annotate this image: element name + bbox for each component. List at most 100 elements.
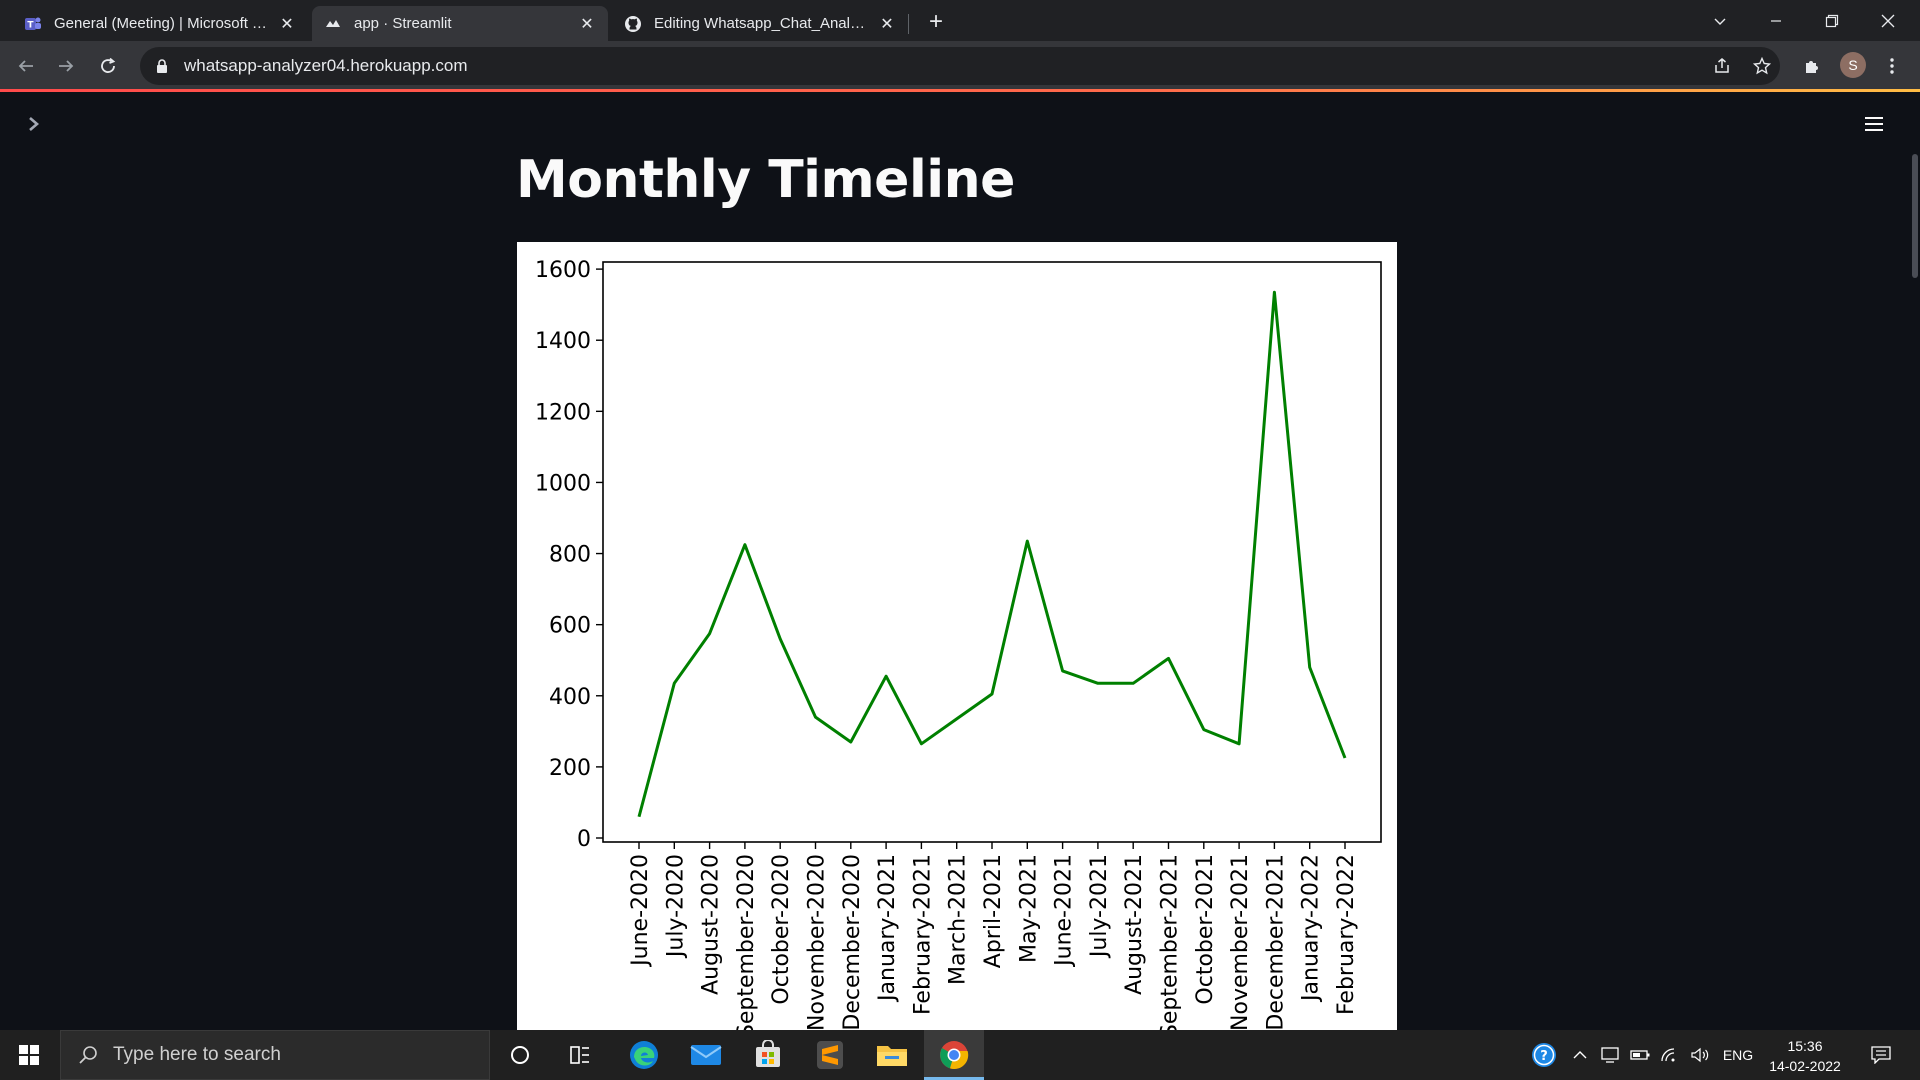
back-button[interactable]	[10, 50, 42, 82]
clock-time: 15:36	[1787, 1038, 1823, 1054]
chrome-icon	[940, 1041, 969, 1070]
wifi-icon	[1661, 1048, 1675, 1062]
browser-tab-bar: T General (Meeting) | Microsoft Teams ✕ …	[0, 0, 1920, 41]
y-tick-label: 200	[549, 756, 591, 781]
close-icon[interactable]: ✕	[280, 15, 294, 33]
main-menu-button[interactable]	[1862, 112, 1886, 136]
taskbar-clock[interactable]: 15:36 14-02-2022	[1760, 1036, 1850, 1076]
clock-date: 14-02-2022	[1769, 1058, 1841, 1074]
share-icon	[1715, 58, 1729, 73]
taskbar-mail[interactable]	[680, 1035, 732, 1075]
tab-teams[interactable]: T General (Meeting) | Microsoft Teams ✕	[12, 6, 308, 41]
x-tick-label: February-2021	[910, 854, 935, 1015]
svg-text:?: ?	[1540, 1049, 1548, 1064]
battery-button[interactable]	[1628, 1030, 1652, 1080]
x-tick-label: June-2021	[1052, 854, 1077, 968]
tab-title: General (Meeting) | Microsoft Teams	[54, 15, 270, 32]
browser-toolbar: whatsapp-analyzer04.herokuapp.com	[0, 41, 1920, 91]
close-icon[interactable]: ✕	[580, 15, 594, 33]
x-tick-label: May-2021	[1016, 854, 1041, 963]
notification-icon	[1871, 1046, 1891, 1064]
sidebar-expand-button[interactable]	[22, 112, 46, 136]
x-tick-label: December-2021	[1263, 854, 1288, 1030]
plot-frame	[602, 261, 1382, 843]
x-tick-label: April-2021	[981, 854, 1006, 968]
edge-icon	[630, 1041, 658, 1069]
windows-logo-icon	[19, 1045, 39, 1065]
menu-button[interactable]	[1876, 50, 1908, 82]
tab-github[interactable]: Editing Whatsapp_Chat_Analyzer ✕	[612, 6, 908, 41]
url-text: whatsapp-analyzer04.herokuapp.com	[184, 56, 468, 75]
restore-button[interactable]	[1804, 0, 1860, 41]
x-tick-label: October-2021	[1193, 854, 1218, 1005]
language-indicator[interactable]: ENG	[1722, 1047, 1754, 1063]
puzzle-icon	[1806, 61, 1818, 73]
bookmark-button[interactable]	[1746, 50, 1778, 82]
x-tick-label: July-2021	[1087, 854, 1112, 959]
network-button[interactable]	[1658, 1030, 1682, 1080]
x-tick-label: August-2021	[1122, 854, 1147, 995]
teams-icon: T	[24, 15, 42, 33]
help-icon: ?	[1532, 1043, 1556, 1067]
page-scrollbar[interactable]	[1912, 154, 1918, 278]
taskbar-store[interactable]	[742, 1035, 794, 1075]
task-view-button[interactable]	[554, 1035, 606, 1075]
store-icon	[756, 1040, 780, 1067]
x-tick-label: October-2020	[769, 854, 794, 1005]
page-title: Monthly Timeline	[516, 150, 1015, 210]
search-placeholder: Type here to search	[113, 1044, 281, 1065]
forward-button[interactable]	[50, 50, 82, 82]
hamburger-icon	[1865, 117, 1883, 131]
taskbar-chrome[interactable]	[928, 1035, 980, 1075]
start-button[interactable]	[0, 1030, 58, 1080]
tab-streamlit[interactable]: app · Streamlit ✕	[312, 6, 608, 41]
cortana-button[interactable]	[494, 1035, 546, 1075]
taskbar-edge[interactable]	[618, 1035, 670, 1075]
taskbar-search-box[interactable]: Type here to search	[60, 1030, 490, 1080]
new-tab-button[interactable]: +	[928, 8, 943, 35]
y-tick-label: 1200	[535, 400, 591, 425]
tab-separator	[908, 14, 909, 34]
show-hidden-icons-button[interactable]	[1568, 1030, 1592, 1080]
close-window-button[interactable]	[1860, 0, 1916, 41]
y-tick-label: 1400	[535, 329, 591, 354]
close-icon[interactable]: ✕	[880, 15, 894, 33]
folder-icon	[877, 1046, 907, 1066]
chevron-right-icon	[29, 117, 39, 131]
profile-avatar[interactable]: S	[1840, 52, 1866, 78]
x-tick-label: November-2021	[1228, 854, 1253, 1030]
tab-search-button[interactable]	[1692, 0, 1748, 41]
taskbar-sublime[interactable]	[804, 1035, 856, 1075]
volume-button[interactable]	[1688, 1030, 1712, 1080]
x-tick-label: January-2021	[875, 854, 900, 1003]
minimize-button[interactable]	[1748, 0, 1804, 41]
minimize-icon	[1771, 19, 1781, 22]
close-icon	[1881, 14, 1895, 27]
lock-icon	[154, 58, 170, 74]
windows-taskbar: Type here to search ? ENG 15:36	[0, 1030, 1920, 1080]
extensions-button[interactable]	[1796, 50, 1828, 82]
svg-text:T: T	[27, 20, 34, 30]
task-view-icon	[570, 1046, 589, 1064]
y-tick-label: 600	[549, 614, 591, 639]
cortana-icon	[511, 1046, 529, 1064]
tab-title: Editing Whatsapp_Chat_Analyzer	[654, 15, 870, 32]
restore-icon	[1825, 14, 1839, 27]
series-line	[637, 290, 1347, 818]
help-tray-button[interactable]: ?	[1526, 1030, 1562, 1080]
y-tick-label: 1600	[535, 258, 591, 283]
address-bar[interactable]: whatsapp-analyzer04.herokuapp.com	[140, 47, 1780, 85]
line-chart-svg: 0 200 400 600 800 1000 1200 1400 1600 June-2020 Ju…	[535, 258, 1382, 1030]
taskbar-file-explorer[interactable]	[866, 1035, 918, 1075]
tray-device-button[interactable]	[1598, 1030, 1622, 1080]
github-icon	[624, 15, 642, 33]
sublime-text-icon	[817, 1041, 843, 1069]
reload-button[interactable]	[92, 50, 124, 82]
reload-icon	[101, 57, 116, 73]
mail-icon	[690, 1045, 722, 1065]
notifications-button[interactable]	[1866, 1030, 1896, 1080]
share-button[interactable]	[1706, 50, 1738, 82]
y-tick-label: 400	[549, 685, 591, 710]
x-tick-label: December-2020	[840, 854, 865, 1030]
streamlit-app: Monthly Timeline 0 200 400 600 800 1000 1200 14…	[0, 92, 1920, 1030]
